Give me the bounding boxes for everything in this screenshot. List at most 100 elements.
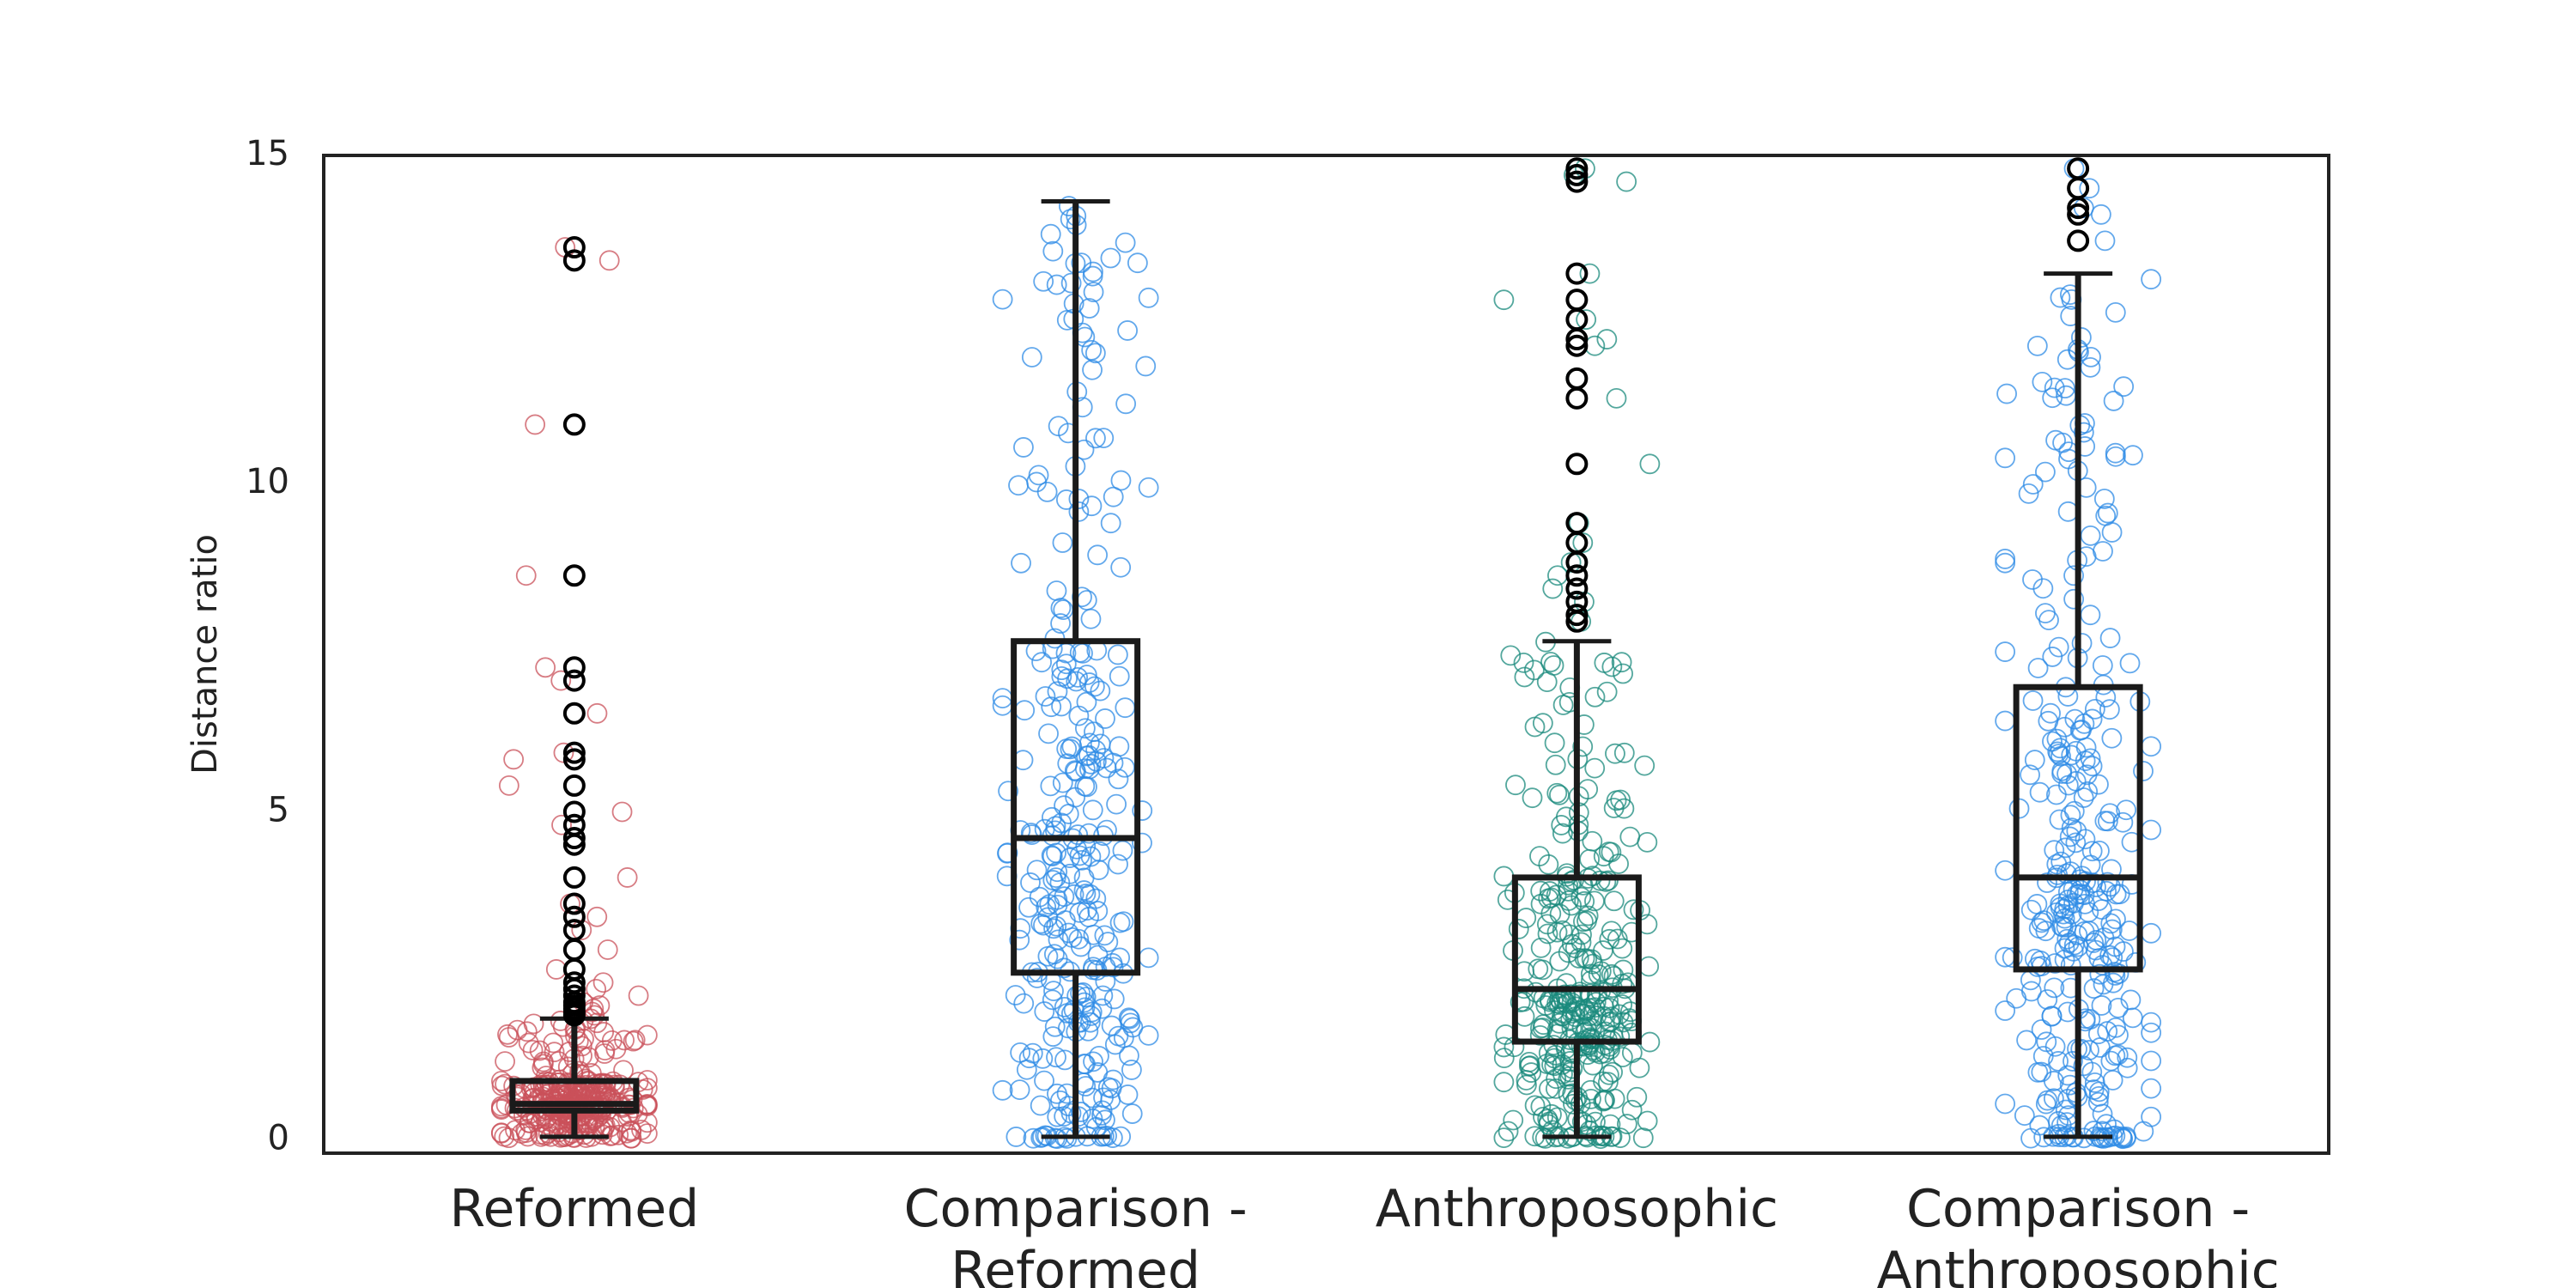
data-point (992, 1079, 1013, 1101)
data-point (2044, 840, 2065, 861)
outlier-point (562, 971, 586, 994)
data-point (1132, 800, 1153, 821)
data-point (2105, 301, 2126, 323)
data-point (2026, 335, 2048, 356)
data-point (2069, 884, 2090, 904)
data-point (1045, 867, 1066, 889)
data-point (2016, 1030, 2037, 1051)
data-point (2105, 908, 2126, 930)
data-point (567, 1077, 588, 1098)
y-tick-label: 5 (268, 790, 289, 829)
outlier-point (1565, 604, 1589, 627)
data-point (2141, 1012, 2162, 1033)
outlier-point (562, 827, 586, 850)
outlier-point (562, 748, 586, 771)
data-point (1572, 736, 1594, 757)
data-point (2061, 817, 2082, 838)
data-point (1529, 846, 1550, 867)
data-point (2020, 899, 2042, 920)
data-point (2029, 1115, 2050, 1136)
data-point (1117, 1084, 1139, 1105)
data-point (1584, 335, 1606, 356)
data-point (2093, 974, 2114, 995)
data-point (1996, 383, 2017, 404)
data-point (1493, 866, 1515, 887)
data-point (1046, 1047, 1066, 1068)
data-point (1540, 652, 1561, 672)
outlier-point (562, 656, 586, 679)
data-point (1040, 775, 1061, 797)
data-point (1577, 905, 1599, 927)
data-point (1066, 761, 1086, 782)
data-point (1601, 963, 1622, 985)
data-point (1576, 309, 1597, 331)
data-point (2099, 803, 2121, 824)
data-point (1613, 1012, 1634, 1033)
data-point (1115, 232, 1136, 253)
data-point (624, 1030, 646, 1051)
data-point (1580, 963, 1601, 985)
data-point (1513, 652, 1534, 673)
data-point (1046, 274, 1067, 295)
outlier-point (2067, 177, 2090, 200)
data-point (2095, 687, 2117, 708)
data-point (1995, 549, 2016, 569)
data-point (2055, 378, 2075, 399)
data-point (1069, 902, 1091, 923)
data-point (2113, 376, 2135, 398)
data-point (1078, 907, 1100, 927)
data-point (1493, 1048, 1515, 1069)
data-point (1579, 1035, 1600, 1056)
data-point (1138, 287, 1159, 308)
outlier-point (1565, 289, 1589, 312)
data-point (1020, 872, 1041, 893)
data-point (2087, 1024, 2109, 1045)
data-point (2042, 647, 2063, 667)
data-point (515, 565, 537, 586)
data-point (2099, 699, 2120, 720)
category-label: Reformed (449, 1179, 699, 1239)
data-point (2101, 727, 2123, 749)
data-point (2029, 781, 2050, 803)
data-point (2077, 781, 2099, 802)
data-point (1562, 1058, 1583, 1079)
data-point (1623, 899, 1644, 920)
y-tick-label: 15 (246, 134, 289, 173)
box-iqr (1511, 874, 1642, 1045)
data-point (1544, 1048, 1565, 1069)
data-point (1532, 959, 1553, 981)
data-point (1621, 1099, 1643, 1121)
data-point (1074, 718, 1096, 739)
data-point (1121, 1103, 1143, 1124)
data-point (1085, 428, 1106, 449)
data-point (2035, 603, 2056, 624)
data-point (2082, 872, 2104, 893)
data-point (1579, 263, 1601, 284)
data-point (1054, 795, 1074, 817)
data-point (1092, 985, 1114, 1006)
data-point (1600, 1114, 1621, 1135)
data-point (1066, 671, 1087, 692)
outlier-point (562, 984, 586, 1007)
boxes-layer (509, 157, 2143, 1139)
data-point (2094, 230, 2116, 252)
data-point (2063, 588, 2085, 610)
data-point (586, 702, 608, 724)
data-point (2044, 953, 2066, 974)
data-point (1552, 823, 1573, 844)
data-point (2141, 922, 2162, 944)
data-point (550, 670, 572, 691)
data-point (1594, 653, 1615, 673)
data-point (1044, 1016, 1066, 1037)
data-point (1539, 1078, 1559, 1099)
data-point (2048, 1051, 2069, 1072)
data-point (2087, 1091, 2109, 1113)
data-point (532, 1057, 553, 1078)
data-point (617, 867, 638, 888)
data-point (1069, 845, 1091, 866)
data-point (2141, 1106, 2162, 1127)
data-point (2141, 269, 2162, 290)
data-point (2057, 501, 2079, 522)
data-point (1055, 653, 1077, 675)
data-point (1005, 1127, 1027, 1147)
